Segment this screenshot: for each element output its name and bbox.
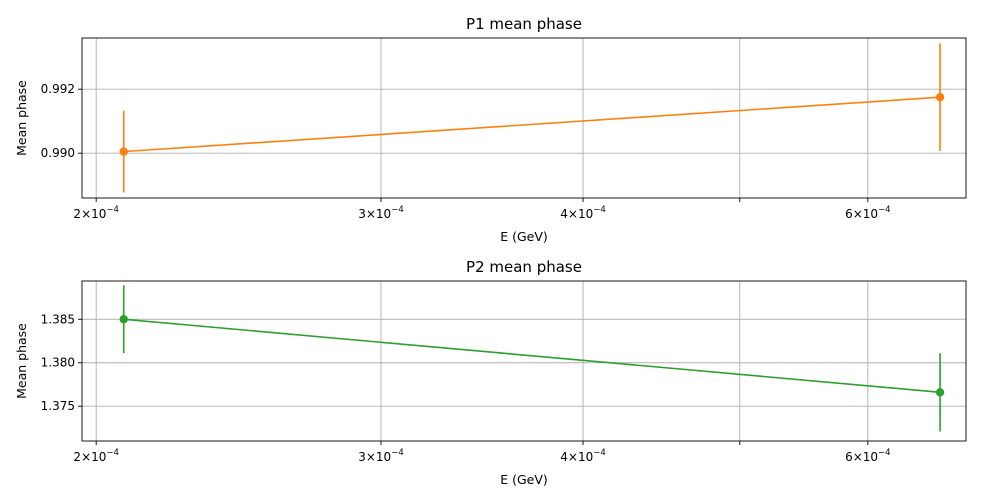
x-tick-label: 6×10−4 bbox=[845, 205, 891, 221]
series-line bbox=[123, 318, 941, 394]
x-tick-mantissa: 6 bbox=[845, 207, 853, 221]
grid bbox=[82, 38, 966, 198]
x-tick-exponent: −4 bbox=[106, 448, 119, 458]
x-tick-label: 4×10−4 bbox=[560, 448, 606, 464]
chart-panel-2: 2×10−4 3×10−4 4×10−4 6×10−41.3751.3801.385P… bbox=[14, 258, 967, 487]
x-tick-label: 6×10−4 bbox=[845, 448, 891, 464]
x-tick-times: × bbox=[568, 207, 578, 221]
x-tick-times: × bbox=[366, 450, 376, 464]
series-line bbox=[123, 96, 941, 153]
y-axis-label: Mean phase bbox=[14, 323, 29, 399]
x-tick-base: 10 bbox=[863, 207, 878, 221]
data-point bbox=[119, 147, 128, 156]
chart-title: P2 mean phase bbox=[466, 258, 582, 276]
y-tick-label: 0.992 bbox=[41, 82, 75, 96]
x-tick-label: 2×10−4 bbox=[73, 448, 119, 464]
x-tick-base: 10 bbox=[376, 450, 391, 464]
x-tick-exponent: −4 bbox=[878, 205, 891, 215]
x-tick-exponent: −4 bbox=[391, 448, 404, 458]
x-tick-base: 10 bbox=[578, 450, 593, 464]
x-tick-label: 3×10−4 bbox=[358, 205, 404, 221]
x-tick-times: × bbox=[81, 450, 91, 464]
data-point bbox=[935, 93, 945, 102]
x-tick-mantissa: 2 bbox=[73, 207, 81, 221]
y-tick-label: 1.375 bbox=[41, 399, 75, 413]
x-tick-base: 10 bbox=[578, 207, 593, 221]
x-tick-times: × bbox=[853, 207, 863, 221]
x-tick-label: 4×10−4 bbox=[560, 205, 606, 221]
x-tick-mantissa: 2 bbox=[73, 450, 81, 464]
x-axis-label: E (GeV) bbox=[500, 472, 548, 487]
x-tick-base: 10 bbox=[91, 207, 106, 221]
x-tick-label: 3×10−4 bbox=[358, 448, 404, 464]
x-tick-exponent: −4 bbox=[593, 205, 606, 215]
chart-title: P1 mean phase bbox=[466, 15, 582, 33]
x-tick-mantissa: 3 bbox=[358, 450, 366, 464]
x-tick-base: 10 bbox=[376, 207, 391, 221]
grid bbox=[82, 281, 966, 441]
y-tick-label: 0.990 bbox=[41, 146, 75, 160]
x-tick-times: × bbox=[366, 207, 376, 221]
series-1 bbox=[119, 285, 945, 432]
series-1 bbox=[119, 43, 945, 193]
x-tick-mantissa: 4 bbox=[560, 450, 568, 464]
x-tick-times: × bbox=[853, 450, 863, 464]
x-tick-exponent: −4 bbox=[593, 448, 606, 458]
x-tick-exponent: −4 bbox=[106, 205, 119, 215]
x-tick-exponent: −4 bbox=[878, 448, 891, 458]
axes-frame bbox=[81, 37, 967, 199]
y-tick-label: 1.380 bbox=[41, 356, 75, 370]
x-tick-base: 10 bbox=[863, 450, 878, 464]
x-axis-label: E (GeV) bbox=[500, 229, 548, 244]
x-tick-exponent: −4 bbox=[391, 205, 404, 215]
y-axis-label: Mean phase bbox=[14, 80, 29, 156]
x-tick-mantissa: 3 bbox=[358, 207, 366, 221]
x-tick-label: 2×10−4 bbox=[73, 205, 119, 221]
x-tick-times: × bbox=[568, 450, 578, 464]
data-point bbox=[119, 315, 128, 324]
x-tick-mantissa: 4 bbox=[560, 207, 568, 221]
x-tick-times: × bbox=[81, 207, 91, 221]
x-tick-base: 10 bbox=[91, 450, 106, 464]
data-point bbox=[935, 388, 945, 397]
y-tick-label: 1.385 bbox=[41, 312, 75, 326]
axes-frame bbox=[81, 280, 967, 442]
x-tick-mantissa: 6 bbox=[845, 450, 853, 464]
